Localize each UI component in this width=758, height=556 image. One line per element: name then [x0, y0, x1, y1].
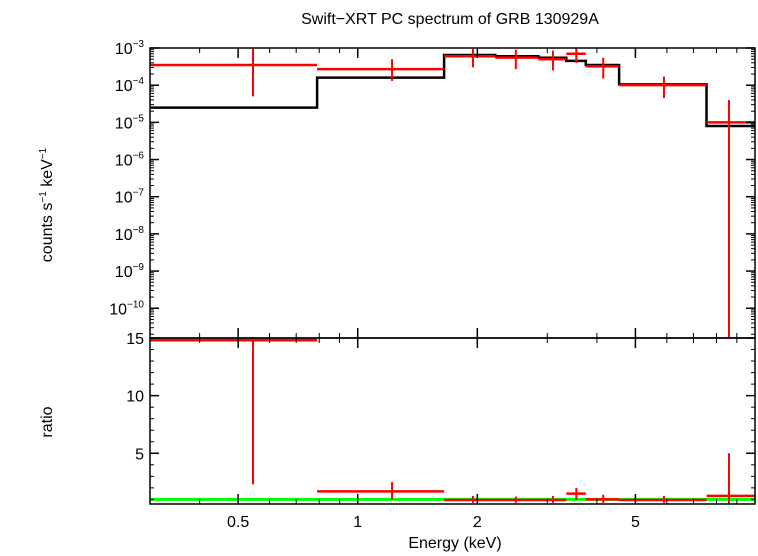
top-ylabel-exp1: −1	[38, 191, 49, 203]
x-tick-label-4: 5	[631, 514, 640, 531]
top-ytick-label-1: 10−3	[115, 39, 145, 58]
x-axis: 0.5 1 2 5	[199, 48, 738, 531]
bottom-ytick-label-1: 5	[135, 446, 144, 463]
bottom-plot-area	[150, 338, 755, 504]
top-ytick-label-4: 10−6	[115, 151, 145, 170]
top-ytick-label-5: 10−7	[115, 188, 145, 207]
top-panel: 10−3 10−4 10−5 10−6 10−7 10−8 10−9 10−10 counts…	[38, 39, 756, 339]
bottom-panel: 5 10 15 ratio	[39, 331, 756, 505]
top-ylabel-exp2: −1	[38, 147, 49, 159]
bottom-ytick-label-3: 15	[126, 331, 144, 348]
top-ylabel-main: counts s	[39, 203, 56, 263]
top-plot-area	[150, 48, 755, 338]
top-ylabel-mid: keV	[39, 159, 56, 191]
top-ytick-label-7: 10−9	[115, 262, 145, 281]
bottom-ytick-label-2: 10	[126, 389, 144, 406]
x-tick-label-3: 2	[473, 514, 482, 531]
top-y-axis-label: counts s−1 keV−1	[38, 147, 56, 262]
top-ytick-label-6: 10−8	[115, 225, 145, 244]
top-ytick-label-8: 10−10	[109, 299, 144, 318]
bottom-y-axis: 5 10 15	[126, 331, 755, 500]
x-tick-label-2: 1	[353, 514, 362, 531]
x-tick-label-1: 0.5	[227, 514, 249, 531]
top-ytick-label-3: 10−5	[115, 113, 145, 132]
chart-title: Swift−XRT PC spectrum of GRB 130929A	[301, 11, 599, 28]
bottom-y-axis-label: ratio	[39, 406, 56, 437]
bottom-panel-frame	[149, 337, 756, 505]
top-ytick-label-2: 10−4	[115, 76, 145, 95]
x-axis-label: Energy (keV)	[408, 535, 501, 552]
top-y-axis: 10−3 10−4 10−5 10−6 10−7 10−8 10−9 10−10	[109, 39, 755, 335]
